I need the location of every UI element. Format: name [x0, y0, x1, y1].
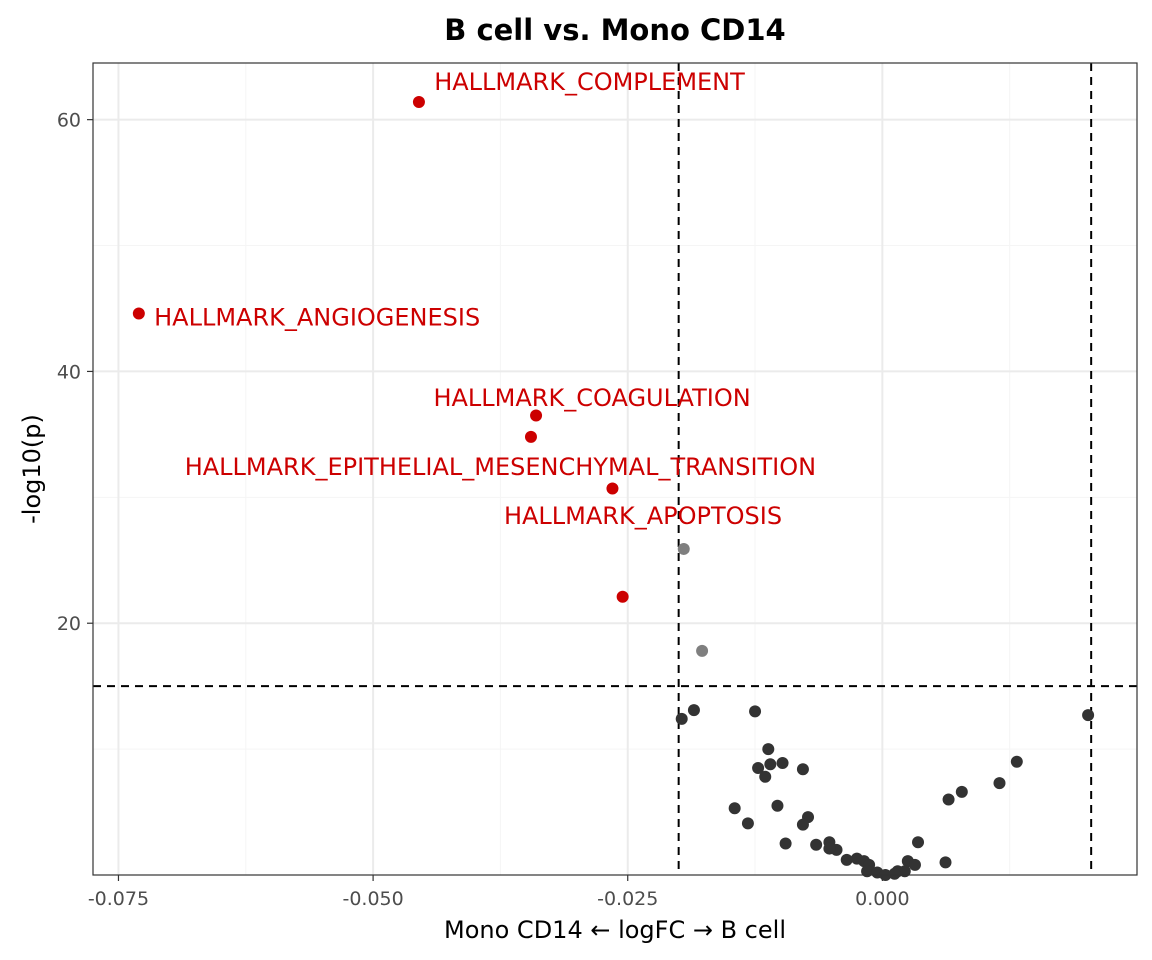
data-point-significant	[530, 409, 543, 422]
y-tick-label: 40	[57, 361, 81, 383]
data-point-nonsignificant	[1010, 755, 1023, 768]
data-point-nonsignificant	[942, 793, 955, 806]
data-point-near	[696, 644, 709, 657]
y-tick-label: 20	[57, 613, 81, 635]
data-point-nonsignificant	[796, 818, 809, 831]
chart-title: B cell vs. Mono CD14	[444, 13, 785, 47]
data-point-nonsignificant	[888, 867, 901, 880]
data-point-significant	[616, 590, 629, 603]
point-labels: HALLMARK_COMPLEMENT HALLMARK_ANGIOGENESIS…	[154, 68, 816, 530]
axis-ticks: -0.075 -0.050 -0.025 0.000 20 40 60	[57, 110, 910, 910]
point-label: HALLMARK_APOPTOSIS	[504, 502, 782, 530]
threshold-lines	[93, 63, 1137, 875]
y-tick-label: 60	[57, 110, 81, 132]
data-point-nonsignificant	[810, 838, 823, 851]
data-points	[132, 96, 1095, 881]
data-point-nonsignificant	[993, 777, 1006, 790]
point-label: HALLMARK_EPITHELIAL_MESENCHYMAL_TRANSITI…	[185, 453, 816, 481]
data-point-nonsignificant	[776, 756, 789, 769]
data-point-nonsignificant	[955, 785, 968, 798]
data-point-significant	[524, 430, 537, 443]
data-point-nonsignificant	[796, 763, 809, 776]
data-point-nonsignificant	[912, 836, 925, 849]
data-point-nonsignificant	[759, 770, 772, 783]
data-point-nonsignificant	[908, 858, 921, 871]
data-point-significant	[412, 96, 425, 109]
grid	[93, 63, 1137, 875]
x-tick-label: -0.025	[597, 888, 658, 910]
data-point-nonsignificant	[749, 705, 762, 718]
x-tick-label: -0.050	[342, 888, 403, 910]
x-tick-label: 0.000	[855, 888, 909, 910]
data-point-nonsignificant	[764, 758, 777, 771]
data-point-near	[677, 542, 690, 555]
data-point-nonsignificant	[840, 853, 853, 866]
x-tick-label: -0.075	[88, 888, 149, 910]
data-point-nonsignificant	[675, 712, 688, 725]
data-point-significant	[606, 482, 619, 495]
data-point-nonsignificant	[687, 704, 700, 717]
data-point-significant	[132, 307, 145, 320]
panel-border	[92, 62, 1138, 876]
point-label: HALLMARK_ANGIOGENESIS	[154, 303, 480, 331]
data-point-nonsignificant	[939, 856, 952, 869]
y-axis-label: -log10(p)	[18, 414, 46, 524]
data-point-nonsignificant	[823, 842, 836, 855]
data-point-nonsignificant	[728, 802, 741, 815]
data-point-nonsignificant	[762, 743, 775, 756]
data-point-nonsignificant	[741, 817, 754, 830]
data-point-nonsignificant	[1082, 709, 1095, 722]
x-axis-label: Mono CD14 ← logFC → B cell	[444, 916, 786, 944]
data-point-nonsignificant	[861, 865, 874, 878]
point-label: HALLMARK_COMPLEMENT	[434, 68, 745, 96]
data-point-nonsignificant	[771, 799, 784, 812]
data-point-nonsignificant	[779, 837, 792, 850]
data-point-nonsignificant	[898, 865, 911, 878]
data-point-nonsignificant	[752, 761, 765, 774]
point-label: HALLMARK_COAGULATION	[433, 384, 750, 412]
